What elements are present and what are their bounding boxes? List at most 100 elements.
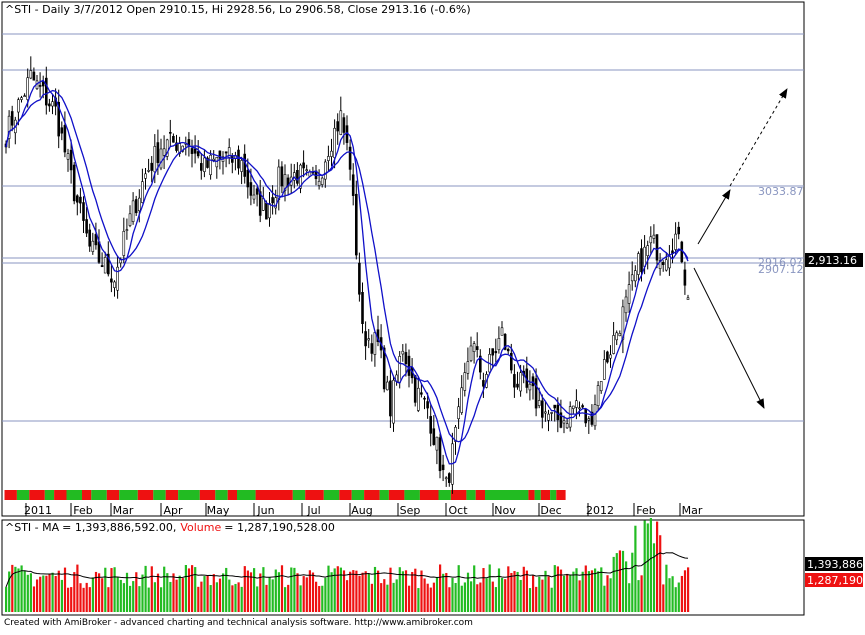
volume-bar [218,578,222,612]
last-price-tag-bg [805,253,863,267]
volume-bar [333,568,336,612]
candle-body [122,231,126,256]
volume-bar [401,571,404,612]
volume-bar [187,568,191,612]
candle-body [423,397,426,400]
candle-body [494,351,498,354]
volume-bar [45,575,48,612]
ma-line-12 [5,89,689,443]
trend-strip-segment [419,490,439,500]
volume-bar [674,587,677,612]
candle-body [612,335,615,354]
volume-bar [231,585,234,612]
volume-bar [404,570,408,612]
volume-bar [234,583,237,612]
volume-bar [665,564,668,612]
volume-bar [389,567,392,612]
volume-bar [76,564,79,612]
volume-bar [5,587,8,612]
candle-body [420,392,423,395]
trend-strip-segment [165,490,179,500]
candle-body [246,169,250,188]
candle-body [209,154,212,176]
candle-body [354,193,358,256]
volume-bar [364,571,367,612]
candle-body [686,297,690,300]
volume-bar [361,572,364,612]
volume-bar [73,572,76,612]
candles [4,56,690,494]
volume-bar [57,570,60,612]
trend-strip-segment [540,490,551,500]
volume-label: Volume [180,521,221,534]
volume-bar [355,570,358,612]
candle-body [48,103,51,107]
trend-strip-segment [485,490,529,500]
candle-body [407,355,411,376]
candle-body [323,161,327,180]
volume-bar [680,575,683,612]
candle-body [429,416,433,434]
volume-bar [640,575,643,612]
volume-bar [587,571,590,612]
candle-body [200,163,203,171]
candle-body [265,202,268,220]
candle-body [571,405,575,409]
volume-bar [423,578,426,612]
trend-strip-segment [550,490,557,500]
volume-bar [538,576,541,612]
candle-body [482,380,485,387]
candle-body [60,127,64,134]
ma-label: ^STI - MA [5,521,60,534]
volume-bar [346,580,349,612]
trend-strip-segment [534,490,541,500]
candle-body [32,71,36,81]
month-label: Nov [494,504,516,517]
volume-bar [618,550,621,612]
candle-body [674,233,677,250]
trend-strip-segment [106,490,120,500]
candle-body [637,253,640,275]
candle-body [172,136,175,143]
candle-body [668,255,671,269]
volume-bar [129,585,132,612]
volume-bar [615,553,618,612]
volume-bar [584,565,587,612]
volume-bar [460,585,463,612]
volume-bar [507,566,510,612]
candle-body [416,387,420,411]
volume-bar [569,575,572,612]
trend-strip-segment [528,490,535,500]
candle-body [677,226,681,235]
candle-body [550,412,553,414]
candle-body [540,400,544,418]
month-label: Dec [540,504,561,517]
candle-body [531,376,535,387]
trend-strip-segment [44,490,55,500]
candle-body [333,127,336,158]
volume-bar [637,580,640,612]
volume-bar [147,587,150,612]
volume-bar [380,583,383,612]
price-level-label: 3033.87 [758,185,804,198]
candle-body [224,151,228,154]
volume-bar [513,571,516,612]
volume-bar [308,570,311,612]
volume-bar [79,583,82,612]
volume-bar [94,571,98,612]
volume-bar [107,587,110,612]
candle-body [100,265,104,268]
volume-bar [209,585,212,612]
candle-body [153,146,157,173]
candle-body [596,385,600,406]
volume-bar [556,566,559,612]
volume-bar [91,577,94,612]
volume-bar [184,564,187,612]
volume-bar [547,576,550,612]
candle-body [534,378,538,409]
volume-bar [485,578,488,612]
volume-bar [191,565,194,612]
volume-bar [488,564,491,612]
candle-body [615,332,619,341]
